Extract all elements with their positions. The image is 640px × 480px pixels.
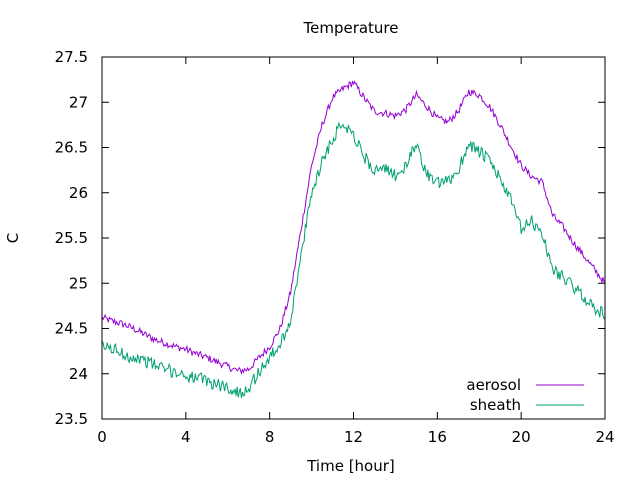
y-tick-label: 27	[69, 93, 88, 111]
series-line-sheath	[101, 121, 606, 399]
x-axis-label: Time [hour]	[306, 457, 395, 475]
legend-label: sheath	[470, 396, 521, 414]
y-tick-label: 24.5	[55, 320, 88, 338]
y-axis-label: C	[4, 233, 22, 243]
x-tick-label: 0	[97, 428, 107, 446]
x-tick-label: 24	[595, 428, 614, 446]
y-tick-label: 23.5	[55, 410, 88, 428]
x-tick-label: 4	[181, 428, 191, 446]
legend: aerosol sheath	[466, 376, 584, 414]
x-tick-label: 20	[512, 428, 531, 446]
series-lines	[101, 80, 606, 399]
y-tick-label: 26	[69, 184, 88, 202]
legend-label: aerosol	[466, 376, 521, 394]
y-tick-label: 27.5	[55, 48, 88, 66]
chart-title: Temperature	[302, 19, 398, 37]
y-tick-label: 25.5	[55, 229, 88, 247]
y-tick-label: 24	[69, 365, 88, 383]
x-tick-label: 16	[428, 428, 447, 446]
y-tick-label: 26.5	[55, 139, 88, 157]
plot-frame	[101, 56, 606, 420]
x-tick-label: 8	[265, 428, 275, 446]
y-tick-label: 25	[69, 274, 88, 292]
axis-ticks: 0 4 8 12 16 20 24 23.5 24 24.5 25 25.5 26 26.5 27 27.5	[55, 48, 615, 446]
x-tick-label: 12	[344, 428, 363, 446]
series-line-aerosol	[101, 80, 606, 375]
